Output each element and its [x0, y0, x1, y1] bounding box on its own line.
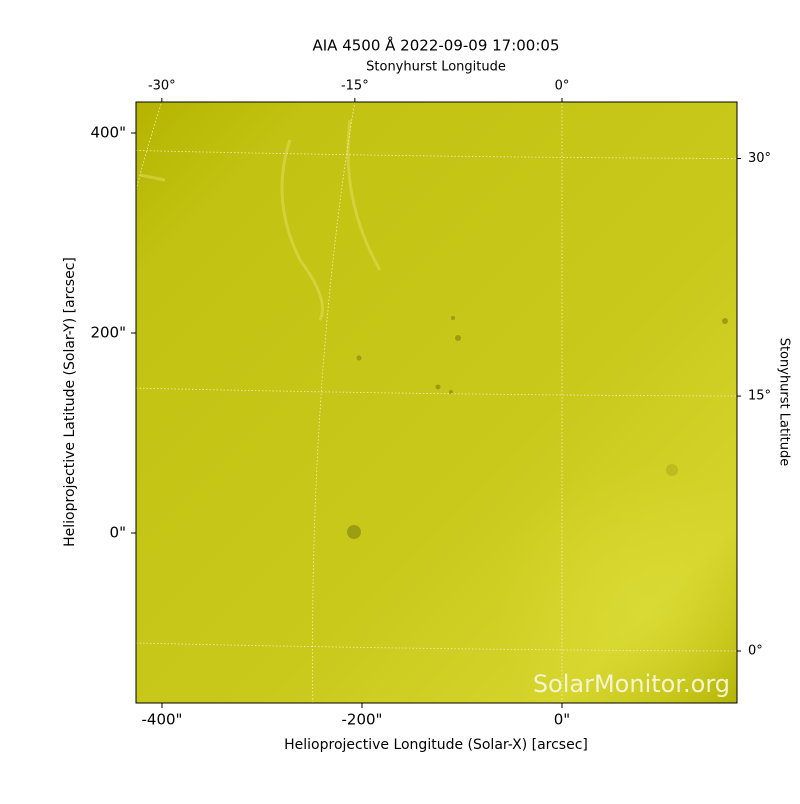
lon-tick-label: -30° — [148, 79, 176, 94]
plot-frame — [135, 101, 738, 704]
lon-grid-line — [312, 102, 356, 703]
top-axis-label: Stonyhurst Longitude — [366, 60, 506, 75]
y-tick-label: 400" — [90, 124, 126, 142]
solar-image — [136, 102, 737, 703]
y-axis-label: Helioprojective Latitude (Solar-Y) [arcs… — [62, 257, 78, 547]
right-axis-label: Stonyhurst Latitude — [777, 338, 792, 467]
x-tick-label: -200" — [342, 711, 383, 729]
lat-grid-line — [136, 150, 737, 159]
x-tick-label: -400" — [142, 711, 183, 729]
lat-tick-label: 15° — [748, 389, 771, 404]
watermark: SolarMonitor.org — [533, 670, 730, 698]
y-tick-label: 200" — [90, 324, 126, 342]
x-axis-label: Helioprojective Longitude (Solar-X) [arc… — [284, 737, 588, 753]
x-tick-label: 0" — [554, 711, 570, 729]
lat-grid-line — [136, 387, 737, 397]
lat-grid-line — [136, 642, 737, 652]
bright-region — [136, 102, 737, 703]
y-tick-label: 0" — [110, 524, 126, 542]
lat-tick-label: 0° — [748, 644, 763, 659]
lon-tick-label: 0° — [555, 79, 570, 94]
chart-title: AIA 4500 Å 2022-09-09 17:00:05 — [313, 36, 560, 55]
sunspots — [347, 316, 728, 539]
plage — [139, 119, 382, 321]
lon-tick-label: -15° — [341, 79, 369, 94]
lat-tick-label: 30° — [748, 151, 771, 166]
